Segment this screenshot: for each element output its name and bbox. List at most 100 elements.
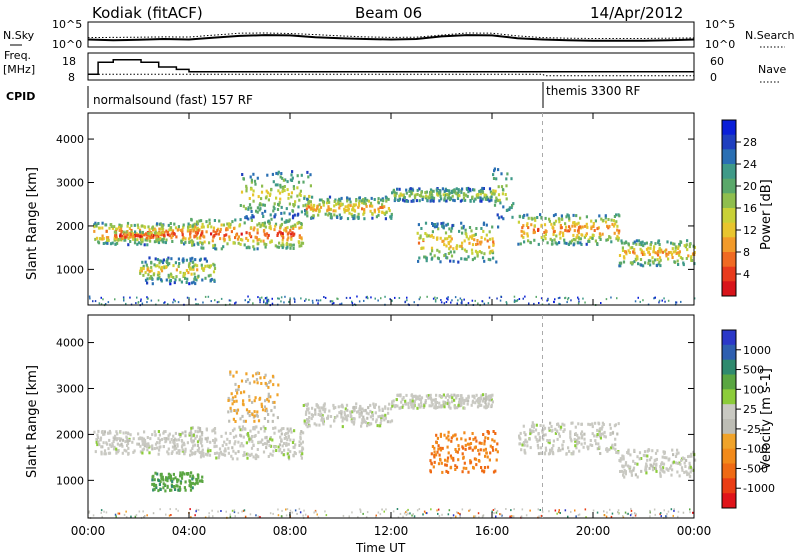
data-cell <box>425 259 428 263</box>
scatter-cell <box>146 296 148 299</box>
data-cell <box>585 232 588 236</box>
scatter-cell <box>317 302 319 305</box>
data-cell <box>187 237 191 241</box>
data-cell <box>568 216 571 220</box>
data-cell <box>262 215 265 218</box>
data-cell <box>243 221 246 225</box>
data-cell <box>147 231 150 235</box>
data-cell <box>449 259 452 263</box>
scatter-cell <box>689 511 691 514</box>
data-cell <box>649 259 652 263</box>
scatter-cell <box>122 296 125 299</box>
data-cell <box>300 244 303 248</box>
data-cell <box>260 405 263 408</box>
data-cell <box>466 402 469 406</box>
data-cell <box>447 252 450 255</box>
data-cell <box>124 235 127 239</box>
data-cell <box>222 245 225 249</box>
data-cell <box>547 426 551 430</box>
data-cell <box>440 404 443 408</box>
data-cell <box>161 265 164 269</box>
data-cell <box>373 405 376 409</box>
data-cell <box>240 391 243 395</box>
data-cell <box>652 250 655 254</box>
data-cell <box>399 192 402 196</box>
data-cell <box>645 471 648 475</box>
data-cell <box>251 413 254 417</box>
data-cell <box>360 424 363 428</box>
data-cell <box>333 200 336 203</box>
data-cell <box>523 443 526 447</box>
data-cell <box>268 222 271 226</box>
data-cell <box>250 446 254 450</box>
data-cell <box>188 265 191 269</box>
data-cell <box>520 234 523 238</box>
scatter-cell <box>349 296 351 299</box>
data-cell <box>271 438 274 442</box>
scatter-cell <box>406 299 408 302</box>
data-cell <box>281 186 284 190</box>
scatter-cell <box>584 301 586 304</box>
data-cell <box>444 458 447 462</box>
scatter-cell <box>303 509 305 512</box>
scatter-cell <box>164 301 166 304</box>
data-cell <box>560 226 563 230</box>
data-cell <box>263 417 266 420</box>
scatter-cell <box>216 301 219 304</box>
data-cell <box>628 465 631 469</box>
scatter-cell <box>357 516 359 519</box>
scatter-cell <box>499 299 502 302</box>
data-cell <box>405 188 408 192</box>
data-cell <box>487 257 490 261</box>
scatter-cell <box>456 302 458 305</box>
data-cell <box>283 220 286 224</box>
data-cell <box>361 201 364 205</box>
scatter-cell <box>177 301 180 304</box>
data-cell <box>466 194 469 198</box>
data-cell <box>170 257 173 261</box>
data-cell <box>413 399 416 403</box>
scatter-cell <box>547 297 549 300</box>
data-cell <box>202 234 205 238</box>
scatter-cell <box>558 302 560 305</box>
data-cell <box>338 197 341 201</box>
scatter-cell <box>556 512 558 515</box>
data-cell <box>153 482 156 486</box>
data-cell <box>292 214 295 218</box>
data-cell <box>278 201 281 205</box>
data-cell <box>263 221 266 225</box>
data-cell <box>252 245 255 249</box>
scatter-cell <box>528 302 530 305</box>
data-cell <box>349 204 352 208</box>
data-cell <box>358 196 361 200</box>
data-cell <box>218 454 221 458</box>
data-cell <box>420 227 423 230</box>
data-cell <box>363 199 366 203</box>
scatter-cell <box>499 513 501 516</box>
scatter-cell <box>540 297 543 300</box>
data-cell <box>457 260 460 264</box>
data-cell <box>542 433 545 437</box>
data-cell <box>558 434 561 438</box>
data-cell <box>454 448 457 451</box>
scatter-cell <box>630 512 633 515</box>
data-cell <box>337 202 341 206</box>
data-cell <box>527 216 530 220</box>
data-cell <box>536 439 539 443</box>
data-cell <box>659 473 662 477</box>
data-cell <box>438 401 441 405</box>
scatter-cell <box>437 512 439 515</box>
data-cell <box>480 394 483 398</box>
data-cell <box>276 232 279 236</box>
scatter-cell <box>675 301 678 304</box>
data-cell <box>346 418 349 422</box>
scatter-cell <box>570 510 572 513</box>
data-cell <box>439 432 442 436</box>
data-cell <box>436 406 439 409</box>
scatter-cell <box>277 508 279 511</box>
data-cell <box>177 225 180 229</box>
data-cell <box>384 217 387 221</box>
scatter-cell <box>218 300 220 303</box>
scatter-cell <box>340 302 343 305</box>
data-cell <box>523 450 526 454</box>
